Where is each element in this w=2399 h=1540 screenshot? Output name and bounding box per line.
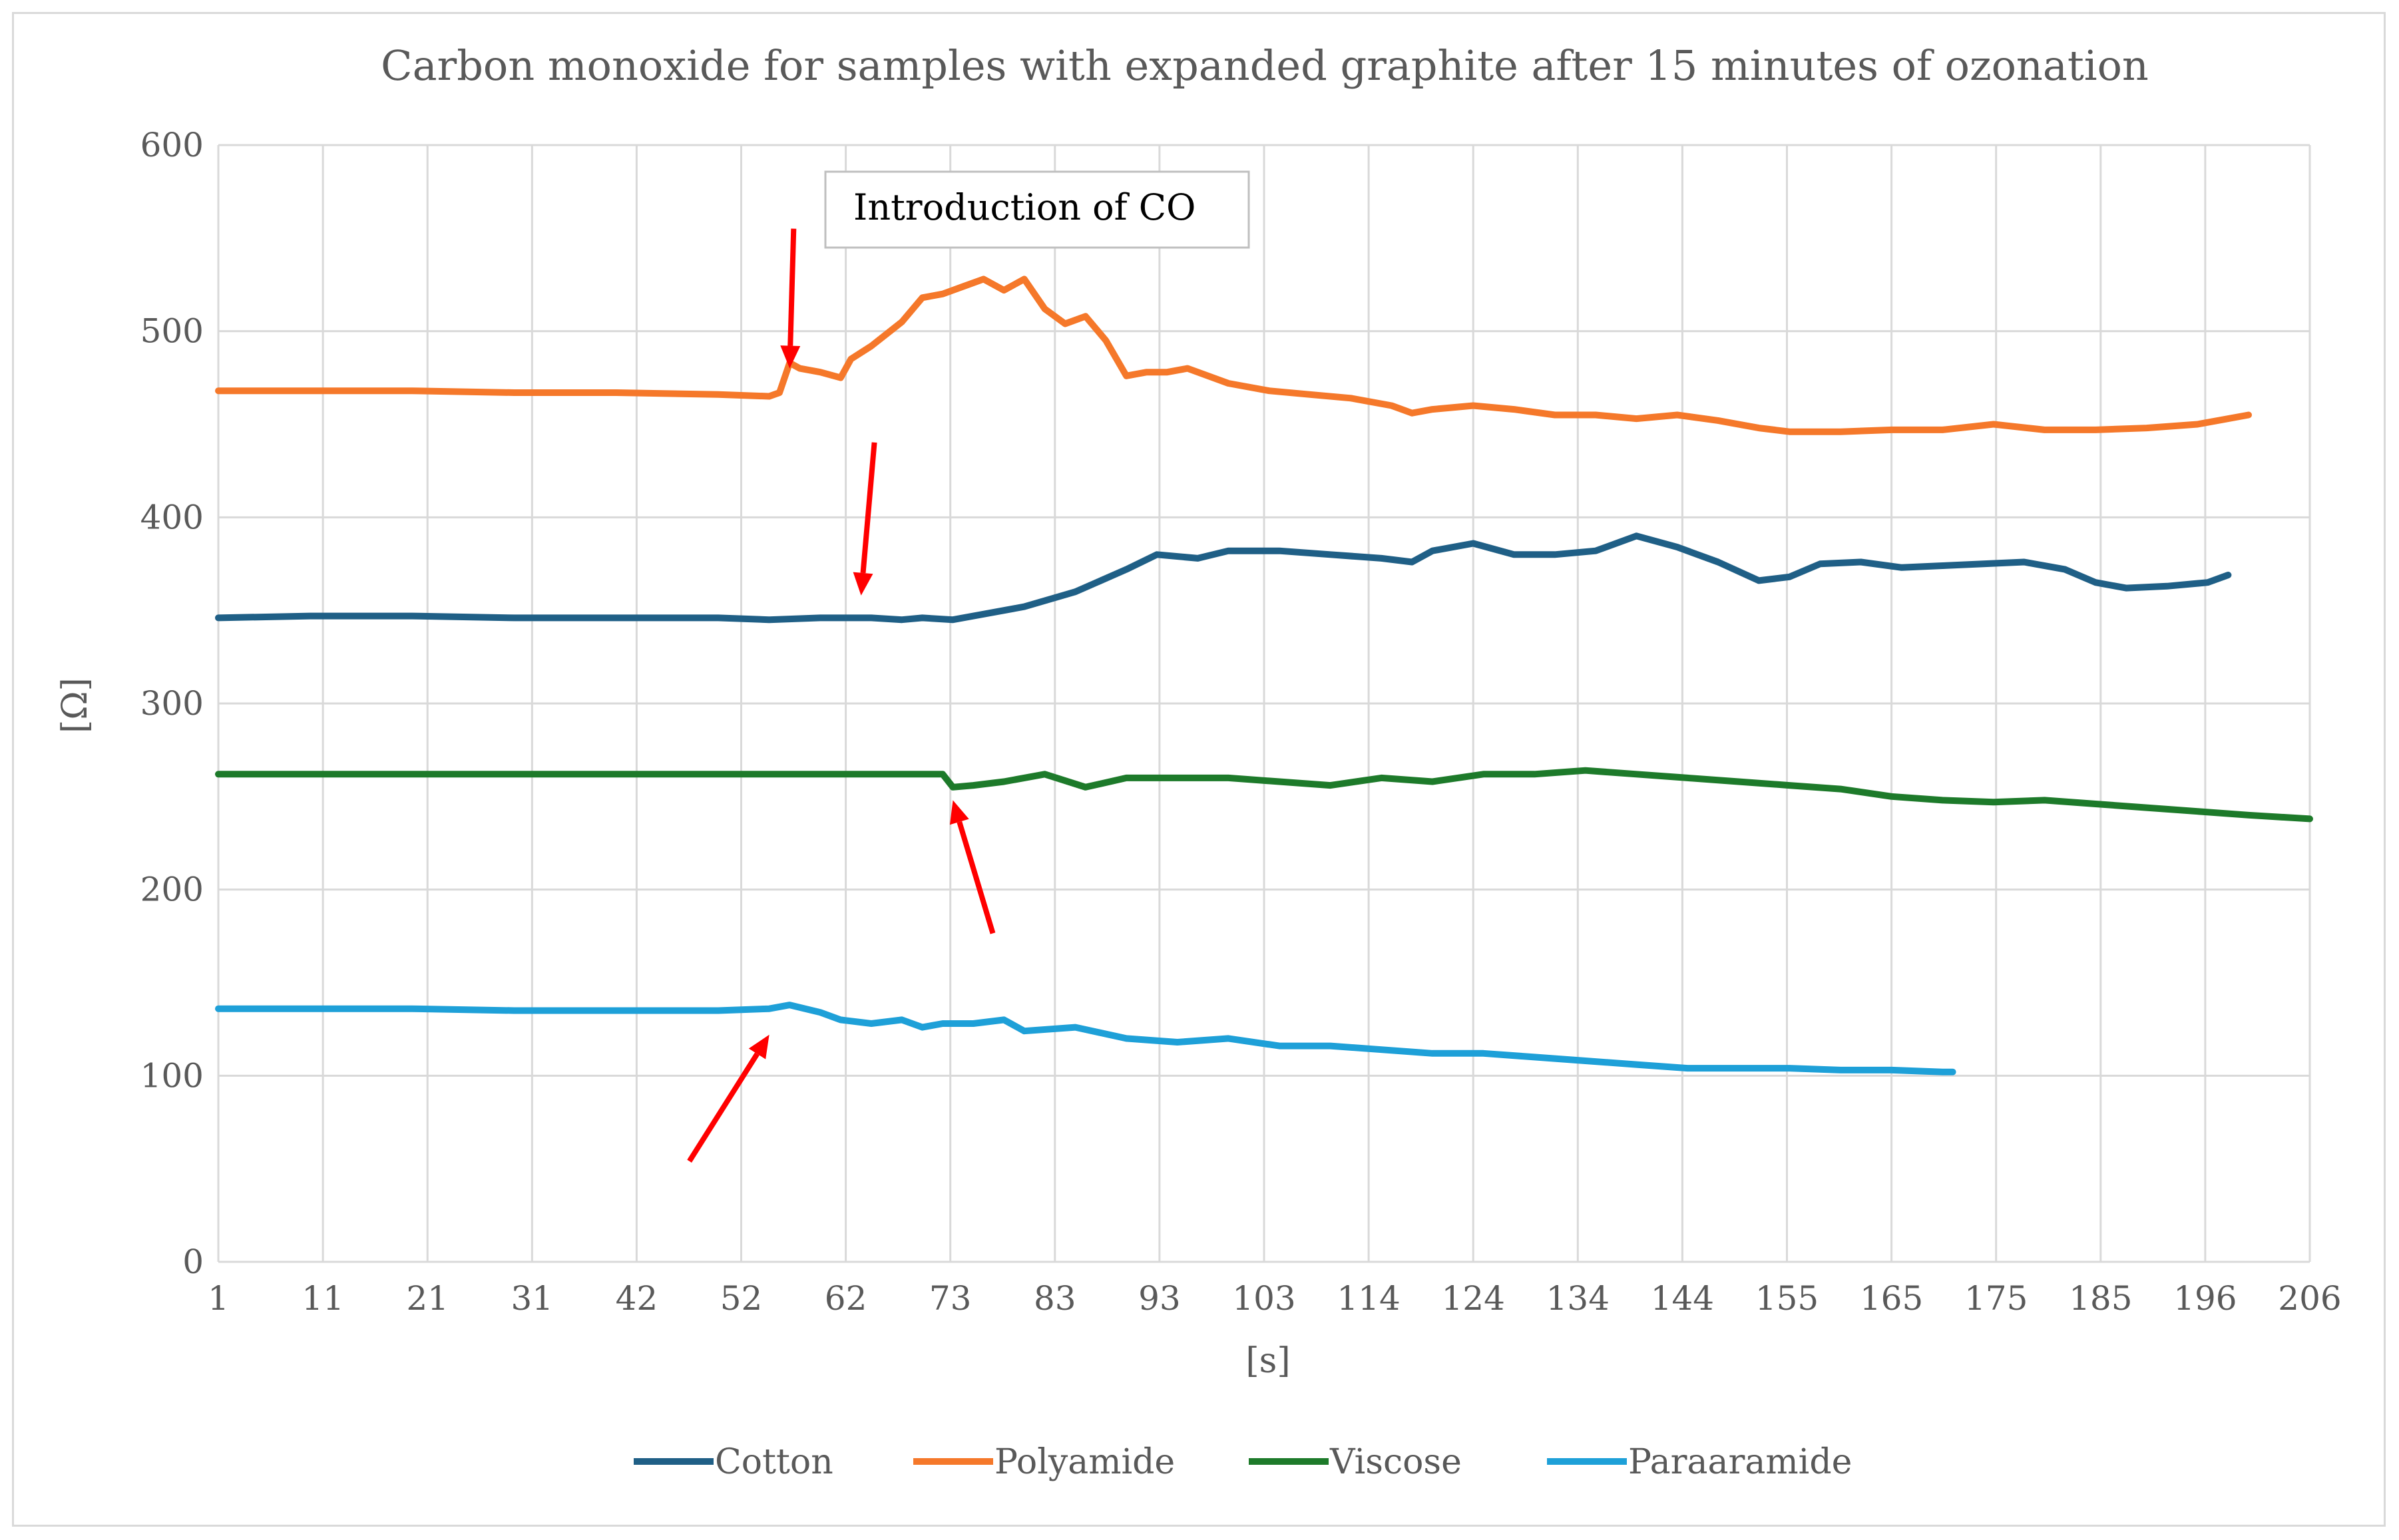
legend-item-cotton: Cotton	[634, 1442, 833, 1482]
x-tick-label: 185	[2069, 1279, 2132, 1318]
x-tick-label: 73	[929, 1279, 972, 1318]
x-tick-label: 62	[825, 1279, 867, 1318]
y-tick-label: 200	[140, 870, 204, 909]
series-line-viscose	[215, 767, 2313, 823]
legend-item-polyamide: Polyamide	[913, 1442, 1175, 1482]
x-tick-label: 165	[1860, 1279, 1923, 1318]
svg-text:Cotton: Cotton	[715, 1442, 833, 1482]
x-tick-label: 206	[2278, 1279, 2341, 1318]
y-tick-label: 600	[140, 126, 204, 164]
x-tick-label: 83	[1034, 1279, 1076, 1318]
y-axis-label: [Ω]	[55, 677, 95, 733]
svg-text:Paraaramide: Paraaramide	[1628, 1442, 1852, 1482]
x-tick-label: 196	[2173, 1279, 2237, 1318]
x-tick-label: 134	[1546, 1279, 1610, 1318]
annotation-arrows	[687, 228, 996, 1163]
x-tick-label: 103	[1232, 1279, 1295, 1318]
series-line-polyamide	[215, 276, 2252, 435]
x-tick-label: 21	[406, 1279, 449, 1318]
x-tick-label: 31	[511, 1279, 553, 1318]
svg-text:Polyamide: Polyamide	[994, 1442, 1175, 1482]
annotation-text: Introduction of CO	[853, 186, 1196, 228]
annotation: Introduction of CO	[824, 170, 1250, 249]
series-lines	[215, 276, 2313, 1075]
annotation-arrow-paraaramide	[687, 1034, 769, 1163]
x-tick-label: 114	[1337, 1279, 1400, 1318]
x-tick-label: 93	[1138, 1279, 1181, 1318]
svg-text:Viscose: Viscose	[1329, 1442, 1462, 1482]
annotation-arrow-cotton	[853, 442, 877, 596]
series-line-cotton	[215, 532, 2232, 624]
x-tick-label: 124	[1441, 1279, 1504, 1318]
legend: Cotton Polyamide Viscose Paraaramide	[634, 1442, 1852, 1482]
annotation-box	[824, 170, 1250, 249]
chart-frame	[12, 12, 2386, 1527]
annotation-arrow-polyamide	[780, 228, 801, 369]
x-tick-label: 1	[208, 1279, 229, 1318]
y-tick-label: 100	[140, 1056, 204, 1095]
chart-title: Carbon monoxide for samples with expande…	[381, 41, 2149, 90]
y-tick-label: 0	[182, 1243, 204, 1281]
x-axis-label: [s]	[1245, 1341, 1290, 1381]
annotation-arrow-viscose	[949, 800, 996, 934]
grid	[217, 144, 2311, 1263]
x-tick-label: 144	[1651, 1279, 1714, 1318]
x-tick-label: 155	[1755, 1279, 1819, 1318]
y-tick-label: 300	[140, 684, 204, 723]
legend-item-viscose: Viscose	[1249, 1442, 1462, 1482]
y-tick-label: 500	[140, 312, 204, 351]
x-tick-label: 52	[720, 1279, 763, 1318]
x-tick-label: 11	[302, 1279, 344, 1318]
y-tick-label: 400	[140, 498, 204, 536]
legend-item-paraaramide: Paraaramide	[1547, 1442, 1852, 1482]
x-tick-label: 175	[1964, 1279, 2028, 1318]
series-line-paraaramide	[215, 1002, 1956, 1075]
x-tick-label: 42	[616, 1279, 658, 1318]
